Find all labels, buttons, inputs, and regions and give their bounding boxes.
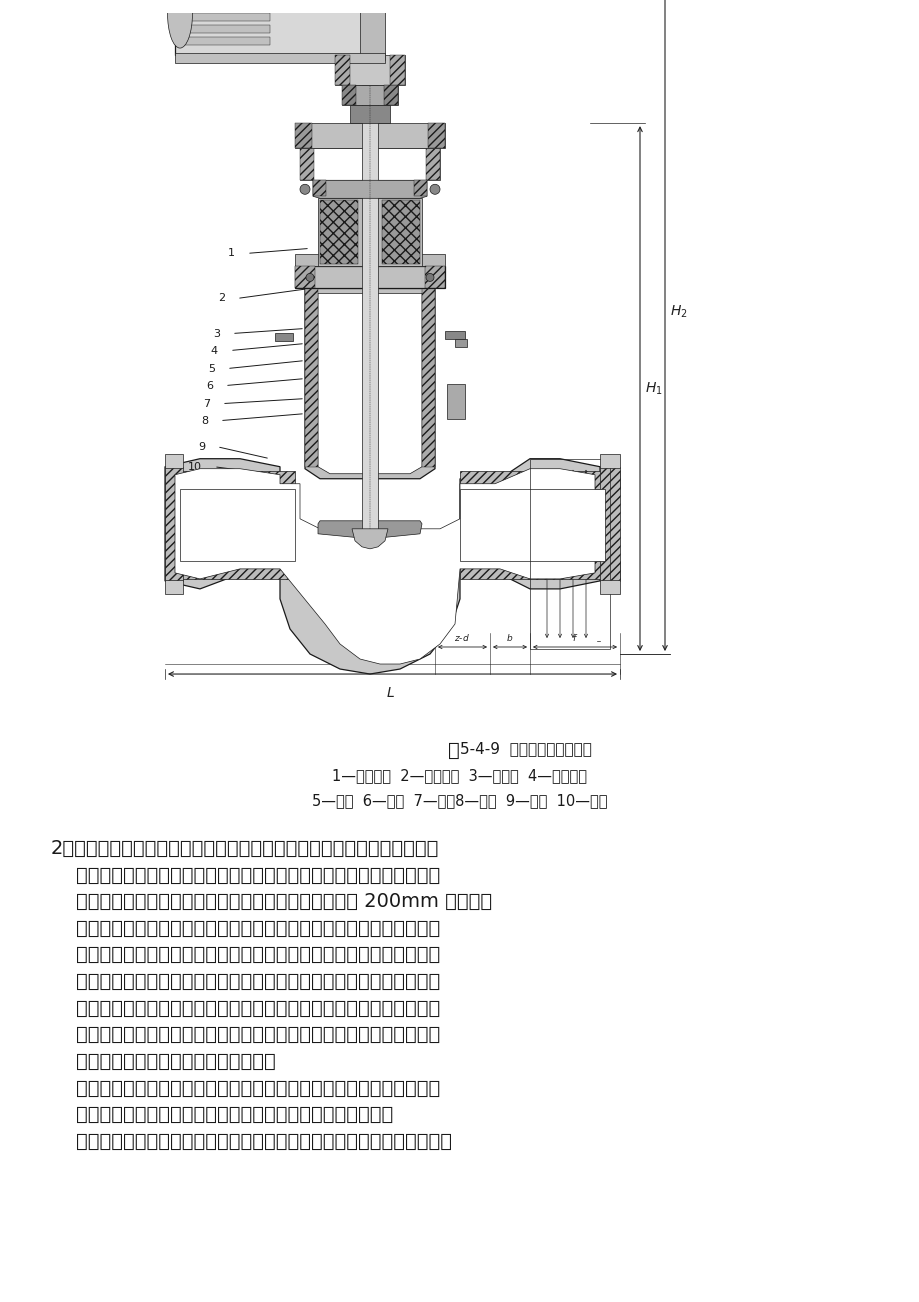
Polygon shape	[352, 529, 388, 549]
Polygon shape	[425, 148, 439, 180]
Text: 4: 4	[210, 345, 218, 355]
Polygon shape	[295, 267, 314, 289]
Bar	[359, 0, 384, 60]
Bar	[599, 453, 619, 467]
Text: 图: 图	[448, 741, 460, 760]
Circle shape	[300, 185, 310, 194]
Polygon shape	[312, 180, 325, 197]
Text: 截止阀是有方向的，安装时必须注意，介质方向是由下向上流过阀瓣的。: 截止阀是有方向的，安装时必须注意，介质方向是由下向上流过阀瓣的。	[51, 1131, 451, 1151]
Bar	[445, 331, 464, 339]
Text: 3: 3	[213, 328, 220, 339]
Text: 面积的增大而迅述增加，因此，截止阀一般是用在通径 200mm 以下的管: 面积的增大而迅述增加，因此，截止阀一般是用在通径 200mm 以下的管	[51, 892, 491, 911]
Bar	[318, 198, 422, 267]
Text: 调节和截断流量，缺点：其流体阻力大，开启关闭力较大，随着通路截: 调节和截断流量，缺点：其流体阻力大，开启关闭力较大，随着通路截	[51, 866, 439, 884]
Polygon shape	[414, 180, 426, 197]
Polygon shape	[175, 469, 595, 664]
Text: $b$: $b$	[505, 631, 513, 643]
Polygon shape	[165, 458, 599, 674]
Bar	[342, 85, 398, 105]
Polygon shape	[335, 55, 349, 85]
Bar	[165, 579, 183, 594]
Bar	[384, 0, 435, 5]
Bar	[599, 466, 619, 581]
Text: $D_2$: $D_2$	[559, 548, 571, 560]
Bar	[180, 36, 269, 46]
Circle shape	[425, 273, 434, 281]
Ellipse shape	[167, 0, 192, 48]
Polygon shape	[383, 85, 398, 105]
Text: 5—填料  6—阀盖  7—垫片8—阀杆  9—阀瓣  10—阀体: 5—填料 6—阀盖 7—垫片8—阀杆 9—阀瓣 10—阀体	[312, 793, 607, 809]
Polygon shape	[422, 289, 435, 466]
Polygon shape	[318, 521, 422, 539]
Circle shape	[306, 273, 313, 281]
Text: 2、截止阀：特点：操作可靠，开启高度小，关闭严密，启闭时间短，易于: 2、截止阀：特点：操作可靠，开启高度小，关闭严密，启闭时间短，易于	[51, 838, 438, 858]
Bar	[165, 561, 295, 579]
Polygon shape	[305, 289, 435, 479]
Text: 因而它的密封面机械磨损较小，由于大部分截止阀的阀座和阀瓣比较容: 因而它的密封面机械磨损较小，由于大部分截止阀的阀座和阀瓣比较容	[51, 999, 439, 1018]
Polygon shape	[381, 201, 420, 264]
Polygon shape	[318, 293, 422, 474]
Text: $D_1$: $D_1$	[572, 548, 584, 560]
Polygon shape	[342, 85, 356, 105]
Polygon shape	[305, 289, 318, 466]
Circle shape	[429, 185, 439, 194]
Bar	[460, 471, 619, 488]
Bar	[460, 488, 605, 561]
Text: 6: 6	[206, 380, 213, 391]
Text: 2: 2	[218, 293, 225, 303]
Text: 道。截止阀是用于截断介质流动的，截止阀的阀杆轴线与阀座密封面垂: 道。截止阀是用于截断介质流动的，截止阀的阀杆轴线与阀座密封面垂	[51, 919, 439, 937]
Bar	[275, 332, 292, 341]
Bar	[361, 85, 378, 529]
Text: 的阀座和阀瓣密封面之间就不再有接触，并具有非常可靠的切断动作，: 的阀座和阀瓣密封面之间就不再有接触，并具有非常可靠的切断动作，	[51, 973, 439, 991]
Bar	[599, 579, 619, 594]
Polygon shape	[320, 201, 357, 264]
Text: $H_1$: $H_1$	[644, 380, 662, 397]
Text: $z$-$d$: $z$-$d$	[454, 631, 470, 643]
Text: DN: DN	[545, 547, 554, 561]
Bar	[175, 53, 384, 62]
Text: 和管线焊接成一体的场合是很适用的。: 和管线焊接成一体的场合是很适用的。	[51, 1052, 275, 1070]
Text: 直，通过带动阀芯的上下升降进行开断。截止阀一旦处于开启状态，它: 直，通过带动阀芯的上下升降进行开断。截止阀一旦处于开启状态，它	[51, 945, 439, 965]
Bar	[300, 148, 439, 180]
Bar	[455, 339, 467, 346]
Bar	[460, 561, 619, 579]
Text: 5-4-9  电动平面密封截止阀: 5-4-9 电动平面密封截止阀	[460, 741, 591, 756]
Bar	[180, 1, 269, 9]
Text: $D$: $D$	[584, 549, 596, 559]
Bar	[335, 55, 404, 85]
Bar	[295, 124, 445, 148]
Text: $H_2$: $H_2$	[669, 303, 686, 320]
Polygon shape	[427, 124, 445, 148]
Bar	[447, 384, 464, 419]
Text: 头结构分为平面和锥面，阀座根据阀瓣形状为为平面和锥面。: 头结构分为平面和锥面，阀座根据阀瓣形状为为平面和锥面。	[51, 1105, 392, 1124]
Bar	[180, 488, 295, 561]
Polygon shape	[300, 148, 313, 180]
Text: 10: 10	[187, 462, 202, 471]
Text: 结构：按照结构可分为直通式、直流式、和角式，和闸阀不同的是：阀: 结构：按照结构可分为直通式、直流式、和角式，和闸阀不同的是：阀	[51, 1078, 439, 1098]
Text: 5: 5	[208, 363, 215, 374]
Text: 1—电动装置  2—阀杆螺母  3—导向块  4—填料压盖: 1—电动装置 2—阀杆螺母 3—导向块 4—填料压盖	[332, 768, 587, 784]
Bar	[180, 25, 269, 33]
Bar	[165, 471, 295, 488]
Bar	[295, 267, 445, 289]
Bar	[165, 466, 183, 581]
Text: 9: 9	[198, 441, 205, 452]
Text: 7: 7	[203, 398, 210, 409]
Bar	[295, 254, 445, 267]
Text: 1: 1	[228, 249, 234, 258]
Bar	[165, 453, 183, 467]
Bar	[529, 458, 609, 648]
Polygon shape	[295, 124, 312, 148]
Polygon shape	[312, 180, 426, 198]
Bar	[349, 105, 390, 124]
Text: 易修理或更换密封元件时无需把整个阀门从管线上拆下来，这对于阀门: 易修理或更换密封元件时无需把整个阀门从管线上拆下来，这对于阀门	[51, 1025, 439, 1044]
Polygon shape	[390, 55, 404, 85]
Polygon shape	[425, 267, 445, 289]
Bar	[180, 13, 269, 21]
Text: $f$: $f$	[572, 631, 577, 643]
Text: 8: 8	[200, 415, 208, 426]
Text: $L$: $L$	[385, 686, 394, 700]
Bar	[175, 0, 369, 55]
